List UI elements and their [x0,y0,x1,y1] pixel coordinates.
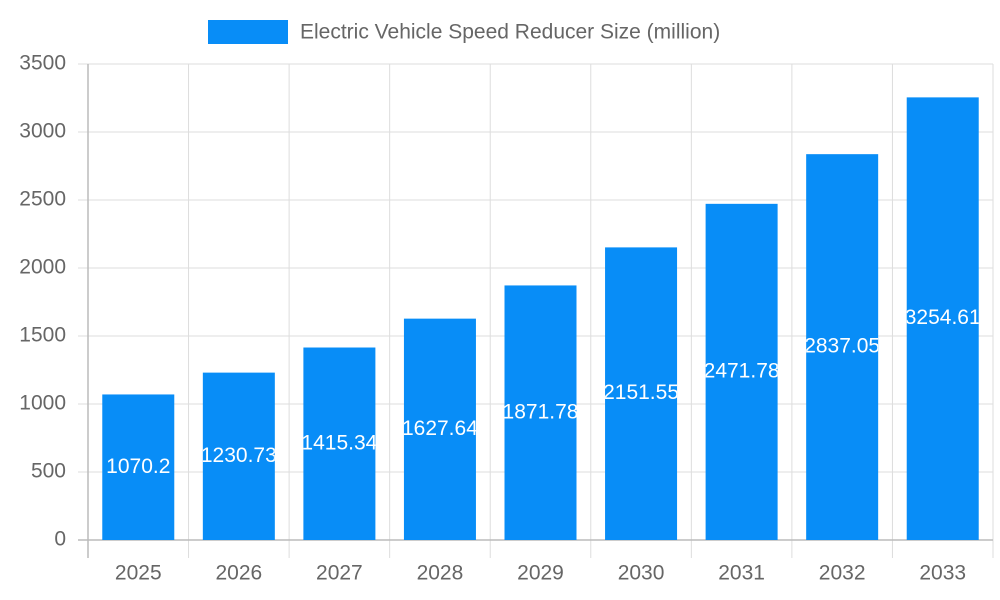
data-label: 2837.05 [804,335,880,358]
data-label: 2471.78 [704,359,780,382]
x-tick-label: 2026 [215,562,262,585]
data-label: 2151.55 [603,381,679,404]
x-tick-label: 2029 [517,562,564,585]
data-label: 1871.78 [503,400,579,423]
bar [705,203,778,540]
bar [605,247,678,540]
x-tick-label: 2032 [819,562,866,585]
y-tick-label: 2000 [19,256,66,279]
y-tick-label: 1500 [19,324,66,347]
y-tick-label: 3000 [19,120,66,143]
bar [906,97,979,540]
y-tick-label: 0 [54,528,66,551]
data-label: 1415.34 [301,431,377,454]
x-tick-label: 2031 [718,562,765,585]
y-tick-label: 500 [31,460,66,483]
x-tick-label: 2030 [618,562,665,585]
y-tick-label: 3500 [19,52,66,75]
bar [303,347,376,540]
data-label: 1070.2 [106,455,170,478]
bar [504,285,577,540]
x-tick-label: 2033 [919,562,966,585]
bar [202,372,275,540]
bar [403,318,476,540]
y-tick-label: 1000 [19,392,66,415]
y-tick-label: 2500 [19,188,66,211]
bar [102,394,175,540]
data-label: 3254.61 [905,306,981,329]
x-tick-label: 2027 [316,562,363,585]
legend-label: Electric Vehicle Speed Reducer Size (mil… [300,21,720,44]
x-tick-label: 2025 [115,562,162,585]
bar [806,154,879,540]
x-tick-label: 2028 [417,562,464,585]
data-label: 1627.64 [402,417,478,440]
data-label: 1230.73 [201,444,277,467]
legend-swatch [208,20,288,44]
